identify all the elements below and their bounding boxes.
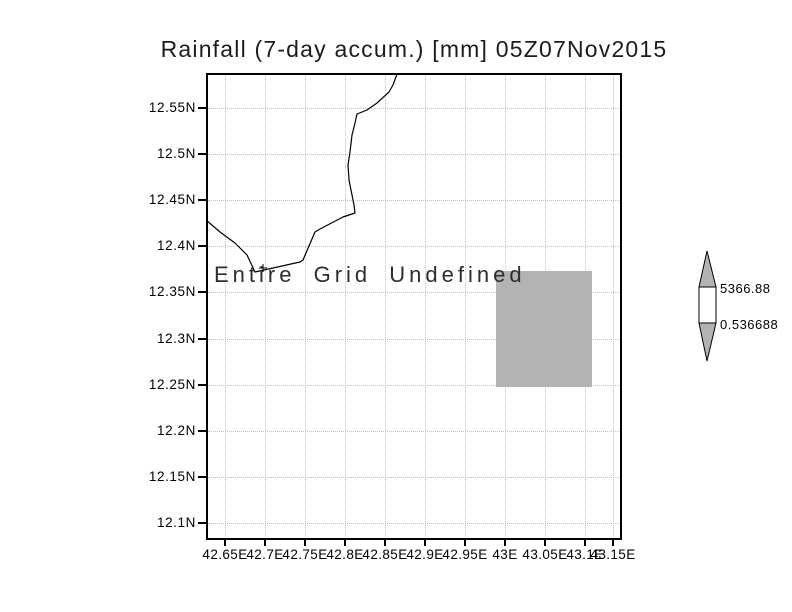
chart-title: Rainfall (7-day accum.) [mm] 05Z07Nov201… xyxy=(160,36,668,62)
x-axis-tick xyxy=(612,538,614,546)
y-axis-tick xyxy=(198,476,206,478)
y-axis-tick-label: 12.55N xyxy=(148,100,196,115)
y-axis-tick-label: 12.4N xyxy=(156,238,196,253)
x-axis-tick-label: 42.7E xyxy=(246,547,284,562)
coastline-map xyxy=(206,73,398,273)
y-axis-tick-label: 12.1N xyxy=(156,515,196,530)
x-axis-tick xyxy=(424,538,426,546)
undefined-data-cell xyxy=(496,271,592,387)
gridline-vertical xyxy=(225,75,226,538)
x-axis-tick xyxy=(344,538,346,546)
x-axis-tick-label: 42.65E xyxy=(202,547,248,562)
x-axis-tick xyxy=(584,538,586,546)
x-axis-tick-label: 43.15E xyxy=(590,547,636,562)
y-axis-tick-label: 12.25N xyxy=(148,377,196,392)
y-axis-tick-label: 12.35N xyxy=(148,284,196,299)
gridline-horizontal xyxy=(208,523,620,524)
gridline-vertical xyxy=(345,75,346,538)
gridline-vertical xyxy=(265,75,266,538)
y-axis-tick xyxy=(198,199,206,201)
y-axis-tick xyxy=(198,245,206,247)
y-axis-tick xyxy=(198,153,206,155)
y-axis-tick-label: 12.45N xyxy=(148,192,196,207)
colorbar-bottom-arrow xyxy=(698,322,717,362)
x-axis-tick xyxy=(544,538,546,546)
gridline-horizontal xyxy=(208,385,620,386)
y-axis-tick-label: 12.15N xyxy=(148,469,196,484)
x-axis-tick xyxy=(464,538,466,546)
gridline-horizontal xyxy=(208,200,620,201)
y-axis-tick xyxy=(198,384,206,386)
gridline-vertical xyxy=(425,75,426,538)
x-axis-tick xyxy=(224,538,226,546)
gridline-horizontal xyxy=(208,477,620,478)
x-axis-tick xyxy=(264,538,266,546)
x-axis-tick-label: 43.1E xyxy=(566,547,604,562)
x-axis-tick xyxy=(304,538,306,546)
gridline-horizontal xyxy=(208,246,620,247)
gridline-vertical xyxy=(385,75,386,538)
gridline-vertical xyxy=(613,75,614,538)
islet-marker xyxy=(259,264,267,272)
colorbar-box xyxy=(698,286,717,324)
x-axis-tick-label: 42.8E xyxy=(326,547,364,562)
y-axis-tick-label: 12.5N xyxy=(156,146,196,161)
gridline-horizontal xyxy=(208,108,620,109)
x-axis-tick-label: 43.05E xyxy=(522,547,568,562)
colorbar-min-label: 0.536688 xyxy=(720,317,779,332)
gridline-vertical xyxy=(305,75,306,538)
coastline-path xyxy=(206,73,398,273)
gridline-horizontal xyxy=(208,339,620,340)
grid-undefined-message: Entire Grid Undefined xyxy=(214,262,526,287)
y-axis-tick xyxy=(198,430,206,432)
x-axis-tick xyxy=(504,538,506,546)
x-axis-tick-label: 42.9E xyxy=(406,547,444,562)
gridline-horizontal xyxy=(208,431,620,432)
x-axis-tick-label: 42.85E xyxy=(362,547,408,562)
y-axis-tick xyxy=(198,107,206,109)
y-axis-tick xyxy=(198,291,206,293)
x-axis-tick-label: 42.75E xyxy=(282,547,328,562)
y-axis-tick-label: 12.2N xyxy=(156,423,196,438)
y-axis-tick xyxy=(198,522,206,524)
x-axis-tick-label: 43E xyxy=(492,547,518,562)
colorbar xyxy=(698,250,717,362)
colorbar-top-arrow xyxy=(698,250,717,288)
colorbar-max-label: 5366.88 xyxy=(720,281,771,296)
gridline-horizontal xyxy=(208,154,620,155)
gridline-vertical xyxy=(465,75,466,538)
gridline-horizontal xyxy=(208,292,620,293)
x-axis-tick xyxy=(384,538,386,546)
x-axis-tick-label: 42.95E xyxy=(442,547,488,562)
y-axis-tick xyxy=(198,338,206,340)
y-axis-tick-label: 12.3N xyxy=(156,331,196,346)
